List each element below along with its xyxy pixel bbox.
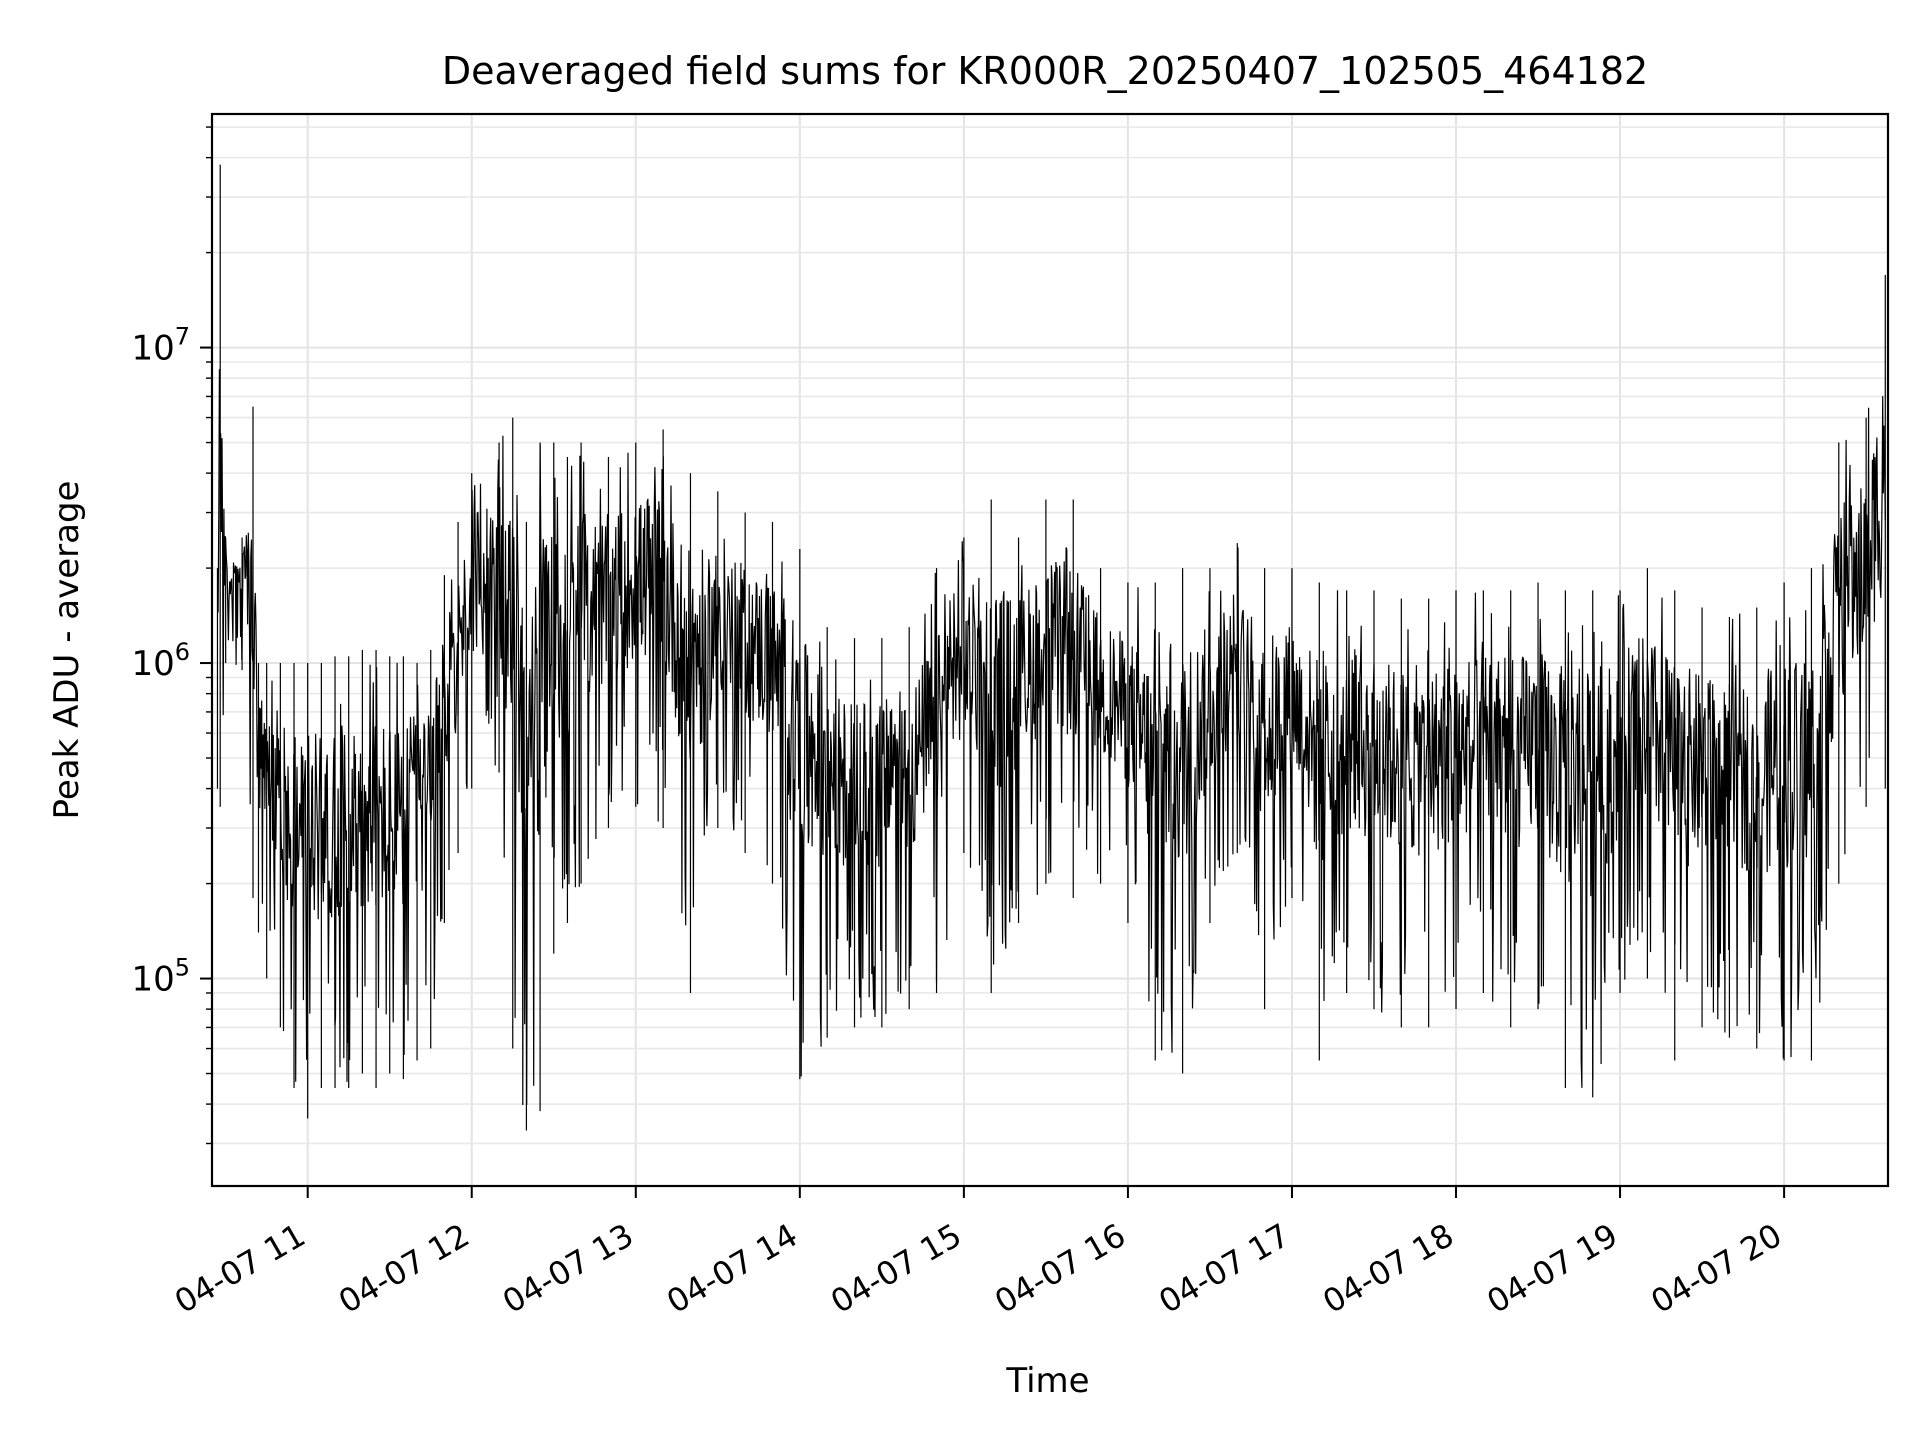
- y-tick-exponent: 5: [175, 954, 190, 982]
- axes-frame: [210, 112, 1890, 1188]
- plot-area: [216, 164, 1886, 1131]
- y-tick-label: 106: [131, 638, 190, 684]
- y-tick-base: 10: [131, 644, 174, 684]
- y-tick-exponent: 7: [175, 323, 190, 351]
- chart-title: Deaveraged field sums for KR000R_2025040…: [442, 49, 1648, 93]
- y-tick-label: 105: [131, 954, 190, 1000]
- series-line: [216, 369, 1886, 1106]
- y-axis-label: Peak ADU - average: [47, 481, 87, 820]
- y-tick-base: 10: [131, 329, 174, 369]
- y-tick-base: 10: [131, 960, 174, 1000]
- y-tick-label: 107: [131, 323, 190, 369]
- y-tick-exponent: 6: [175, 638, 190, 666]
- x-axis-label: Time: [1005, 1361, 1089, 1401]
